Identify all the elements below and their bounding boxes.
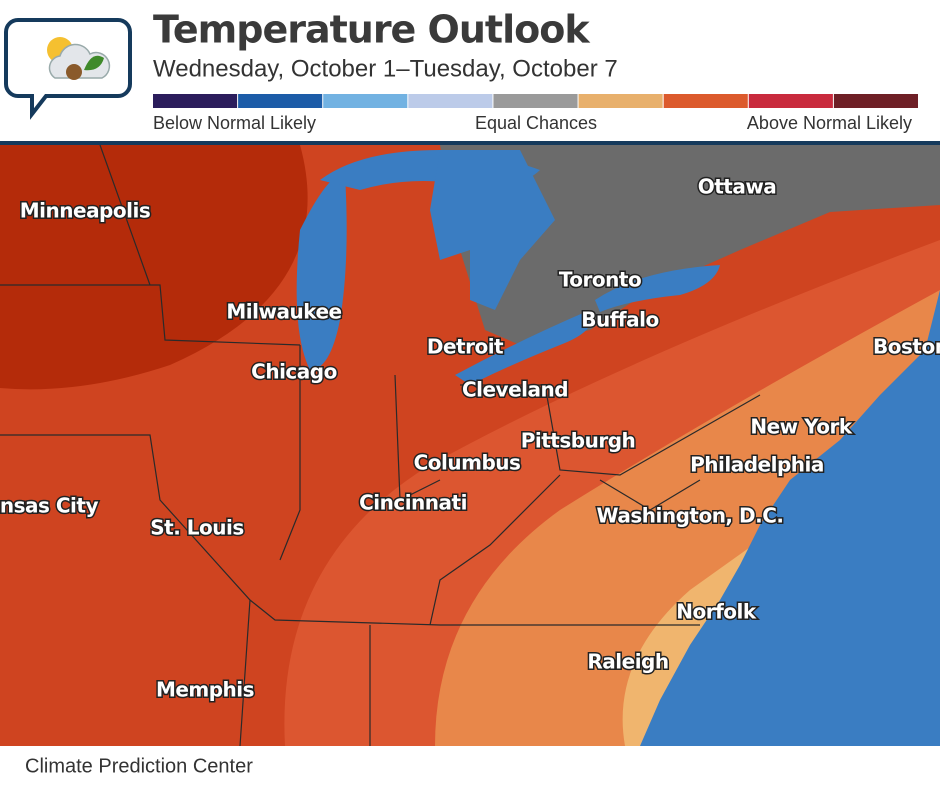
city-label: Milwaukee	[226, 300, 341, 324]
legend-swatch	[408, 94, 493, 108]
city-label: Cincinnati	[359, 491, 467, 515]
legend-label: Above Normal Likely	[747, 113, 912, 133]
subtitle: Wednesday, October 1–Tuesday, October 7	[153, 55, 618, 82]
legend-swatch	[578, 94, 663, 108]
source: Climate Prediction Center	[25, 755, 253, 777]
city-label: Detroit	[427, 335, 504, 359]
legend-swatch	[833, 94, 918, 108]
city-label: Minneapolis	[20, 199, 150, 223]
city-label: Washington, D.C.	[597, 504, 784, 528]
city-label: Cleveland	[462, 378, 568, 402]
city-labels: Minneapolis Milwaukee Chicago Detroit Cl…	[0, 173, 940, 703]
city-label: Norfolk	[676, 600, 757, 624]
city-label: Philadelphia	[690, 453, 824, 477]
legend	[153, 94, 918, 108]
city-label: Buffalo	[581, 308, 658, 332]
legend-swatch	[323, 94, 408, 108]
legend-swatch	[153, 94, 238, 108]
city-label: St. Louis	[150, 516, 244, 540]
legend-swatch	[748, 94, 833, 108]
city-label: Chicago	[251, 360, 337, 384]
divider	[0, 141, 940, 145]
legend-swatch	[238, 94, 323, 108]
city-label: Columbus	[414, 451, 521, 475]
city-label: Toronto	[559, 268, 641, 292]
city-label: Kansas City	[0, 494, 98, 518]
legend-label: Below Normal Likely	[153, 113, 316, 133]
legend-swatch	[663, 94, 748, 108]
city-label: Boston	[873, 335, 940, 359]
city-label: Pittsburgh	[521, 429, 636, 453]
legend-swatch	[493, 94, 578, 108]
map	[0, 145, 940, 746]
title: Temperature Outlook	[153, 8, 590, 52]
city-label: Ottawa	[698, 175, 777, 199]
city-label: Raleigh	[587, 650, 668, 674]
logo-icon	[4, 18, 132, 120]
city-label: Memphis	[156, 678, 254, 702]
city-label: New York	[750, 415, 852, 439]
legend-label: Equal Chances	[475, 113, 597, 133]
